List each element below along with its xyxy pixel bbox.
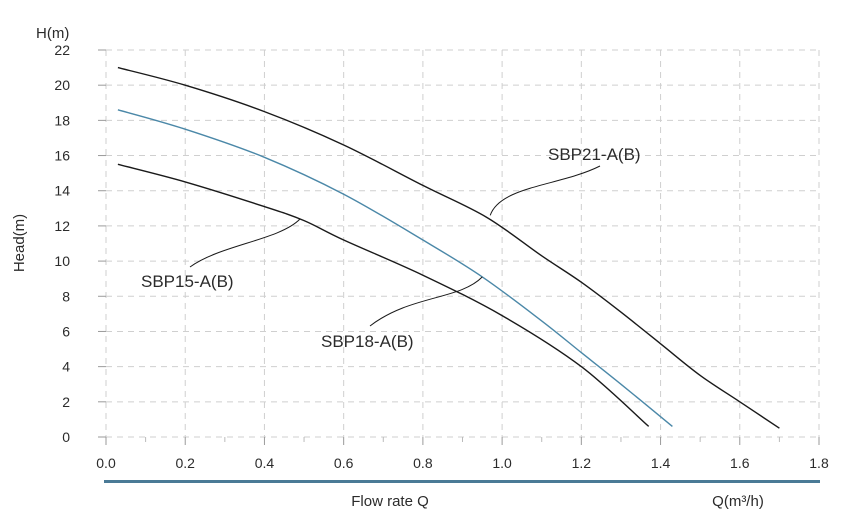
y-tick-label: 6 [62, 323, 70, 339]
x-tick-label: 1.8 [809, 455, 829, 471]
x-tick-label: 0.0 [96, 455, 116, 471]
y-axis-label: Head(m) [11, 214, 28, 272]
series-label-sbp15-a-b: SBP15-A(B) [141, 272, 234, 291]
series-lines [117, 66, 780, 429]
y-unit-label: H(m) [36, 25, 69, 42]
axes: 0 2 4 6 8 10 12 14 16 18 20 22 0.0 0.2 0.4 0.6 0.8 1.0 1.2… [54, 42, 829, 483]
leader-line-sbp15-a-b [189, 218, 301, 268]
x-tick-label: 0.2 [175, 455, 195, 471]
y-tick-label: 8 [62, 288, 70, 304]
x-tick-label: 0.4 [255, 455, 275, 471]
y-tick-label: 12 [54, 218, 70, 234]
series-line-sbp21-a-b [117, 66, 780, 429]
y-tick-label: 16 [54, 148, 70, 164]
y-tick-label: 20 [54, 77, 70, 93]
x-axis-bar [104, 480, 820, 483]
series-label-sbp18-a-b: SBP18-A(B) [321, 332, 414, 351]
x-tick-label: 1.2 [572, 455, 592, 471]
series-line-sbp18-a-b [117, 109, 673, 427]
x-tick-label: 1.0 [492, 455, 512, 471]
series-label-sbp21-a-b: SBP21-A(B) [548, 145, 641, 164]
x-tick-label: 0.8 [413, 455, 433, 471]
y-tick-label: 0 [62, 429, 70, 445]
y-tick-label: 22 [54, 42, 70, 58]
series-annotations: SBP21-A(B) SBP18-A(B) SBP15-A(B) [141, 145, 641, 351]
grid [105, 49, 820, 438]
series-line-sbp15-a-b [117, 163, 650, 427]
y-tick-label: 2 [62, 394, 70, 410]
leader-line-sbp21-a-b [489, 165, 601, 216]
x-tick-label: 1.4 [651, 455, 671, 471]
x-axis-label: Flow rate Q [351, 493, 429, 510]
x-tick-label: 1.6 [730, 455, 750, 471]
y-tick-label: 18 [54, 112, 70, 128]
x-tick-label: 0.6 [334, 455, 354, 471]
leader-line-sbp18-a-b [369, 276, 483, 327]
y-tick-label: 4 [62, 359, 70, 375]
x-unit-label: Q(m³/h) [712, 493, 764, 510]
y-tick-label: 10 [54, 253, 70, 269]
y-tick-label: 14 [54, 183, 70, 199]
